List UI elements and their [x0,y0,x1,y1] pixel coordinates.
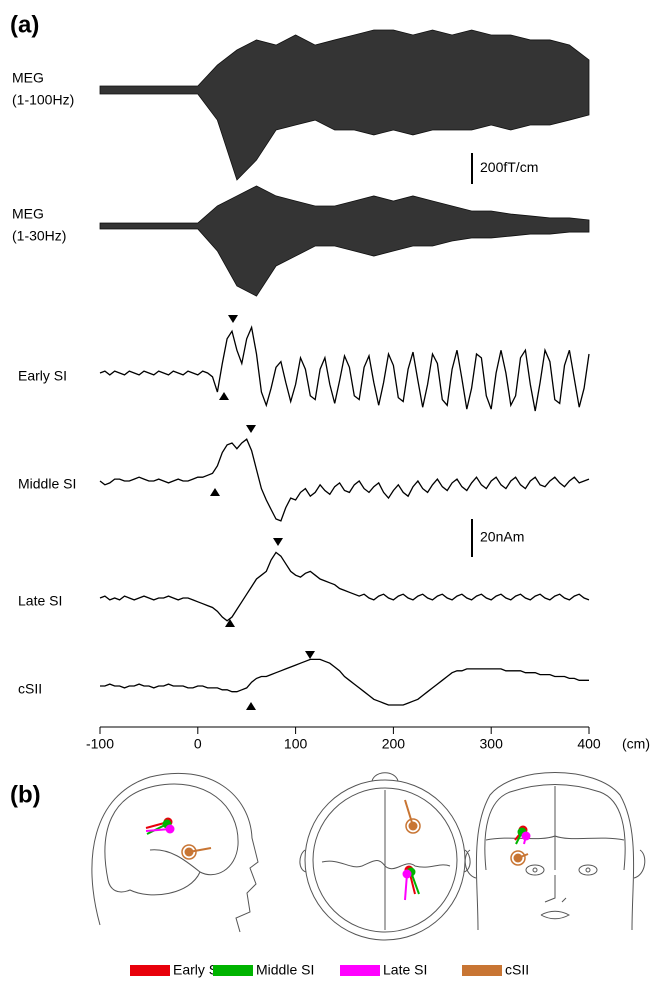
dipole-ring [405,818,421,834]
waveform [99,551,590,622]
legend-label: Middle SI [256,962,314,978]
meg-envelope [99,185,590,297]
waveform [100,658,589,706]
head-frontal [464,772,646,931]
dipole-tail [404,799,414,827]
x-tick-label: 100 [284,736,308,752]
scale-bar-label: 200fT/cm [480,159,538,175]
x-axis-label: (cm) [622,736,650,752]
dipole [521,831,531,841]
x-tick-label: 300 [480,736,504,752]
dipole [513,853,523,863]
peak-markers [210,315,315,710]
waveform-label: Middle SI [18,476,76,492]
head-top [299,772,471,941]
x-tick-label: 400 [577,736,601,752]
waveform-label: Early SI [18,368,67,384]
dipole [165,824,175,834]
dipole [402,869,412,879]
legend-swatch [213,965,253,976]
scale-bar-label: 20nAm [480,529,524,545]
meg-envelope [99,29,590,181]
waveform-label: cSII [18,681,42,697]
dipole [184,847,194,857]
x-tick-label: -100 [86,736,114,752]
waveform [99,438,590,522]
legend-label: cSII [505,962,529,978]
x-tick-label: 200 [382,736,406,752]
panel-label: (a) [10,11,39,38]
meg-label: (1-30Hz) [12,228,66,244]
legend-label: Late SI [383,962,427,978]
dipole-ring [181,844,197,860]
dipole [408,821,418,831]
panel-label: (b) [10,781,41,808]
head-sagittal [91,772,259,933]
x-tick-label: 0 [194,736,202,752]
meg-label: MEG [12,206,44,222]
waveform-label: Late SI [18,593,62,609]
legend-swatch [340,965,380,976]
meg-label: (1-100Hz) [12,92,74,108]
meg-label: MEG [12,70,44,86]
waveform [99,325,590,412]
dipole-ring [510,850,526,866]
legend-swatch [130,965,170,976]
legend-swatch [462,965,502,976]
legend-label: Early SI [173,962,222,978]
